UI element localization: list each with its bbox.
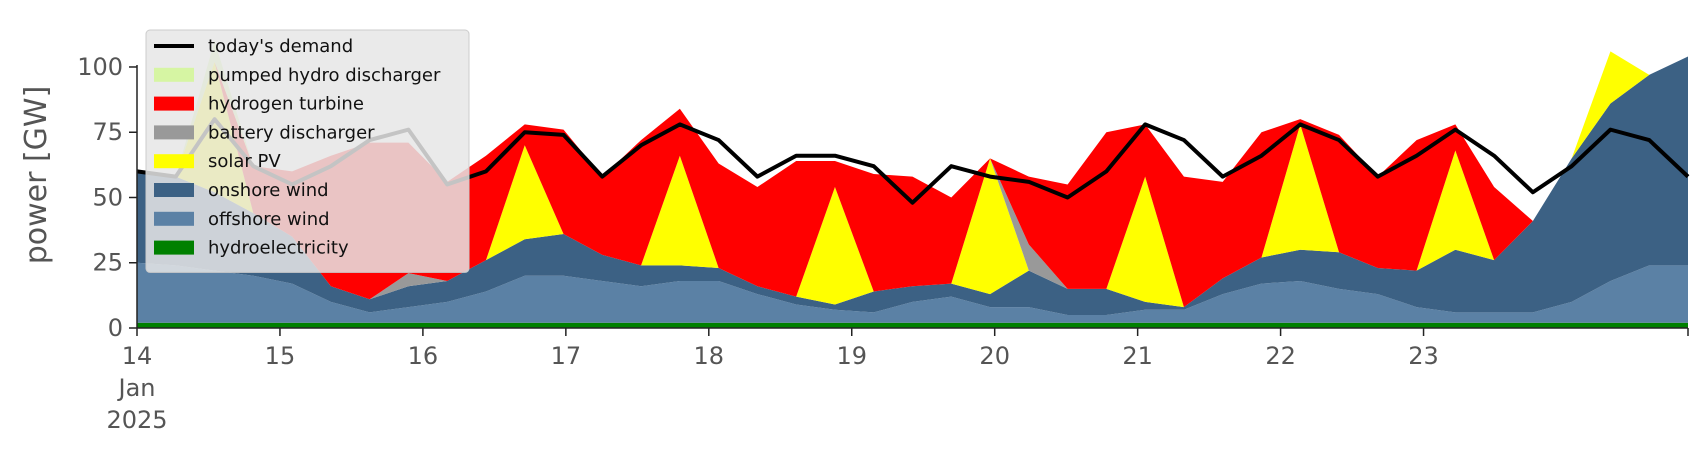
area-onshore-wind: [137, 56, 1688, 315]
area-hydrogen-turbine: [137, 51, 1688, 308]
legend-label-pumped-hydro-discharger: pumped hydro discharger: [208, 65, 441, 86]
x-tick-label: 15: [265, 342, 296, 370]
legend-swatch-offshore-wind: [154, 211, 194, 226]
y-tick-label: 75: [92, 118, 123, 146]
x-tick-sublabel: 2025: [106, 406, 167, 434]
x-tick-label: 19: [836, 342, 867, 370]
legend-label-hydrogen-turbine: hydrogen turbine: [208, 94, 364, 115]
legend-swatch-battery-discharger: [154, 125, 194, 140]
x-tick-label: 22: [1265, 342, 1296, 370]
legend-label-offshore-wind: offshore wind: [208, 209, 330, 230]
x-tick-label: 21: [1122, 342, 1153, 370]
x-tick-label: 20: [979, 342, 1010, 370]
x-tick-label: 14: [122, 342, 153, 370]
legend-swatch-hydrogen-turbine: [154, 96, 194, 111]
y-tick-label: 50: [92, 183, 123, 211]
legend-swatch-pumped-hydro-discharger: [154, 67, 194, 82]
area-solar-pv: [137, 51, 1688, 308]
legend-label-battery-discharger: battery discharger: [208, 122, 375, 143]
y-axis-title: power [GW]: [19, 86, 54, 265]
y-tick-label: 25: [92, 249, 123, 277]
legend-swatch-onshore-wind: [154, 183, 194, 197]
legend-swatch-hydroelectricity: [154, 240, 194, 255]
legend-label-hydroelectricity: hydroelectricity: [208, 238, 349, 259]
area-offshore-wind: [137, 262, 1688, 323]
area-hydroelectricity: [137, 322, 1688, 328]
x-tick-label: 23: [1408, 342, 1439, 370]
y-tick-label: 100: [77, 53, 123, 81]
axes: 0 25 50 75 100 14 Jan 2025 15 16 17 18 19 20 21 22 23: [77, 53, 1689, 434]
legend-label-today-s-demand: today's demand: [208, 36, 353, 57]
legend-swatch-solar-pv: [154, 154, 194, 169]
x-tick-label: 16: [408, 342, 439, 370]
y-tick-label: 0: [108, 314, 123, 342]
x-tick-label: 17: [551, 342, 582, 370]
x-tick-label: 18: [694, 342, 725, 370]
legend-label-onshore-wind: onshore wind: [208, 180, 329, 201]
x-tick-sublabel: Jan: [117, 374, 156, 402]
legend-box: [145, 29, 470, 273]
stacked-areas: [137, 40, 1688, 328]
legend: today's demand pumped hydro discharger hyd…: [145, 29, 470, 273]
legend-label-solar-pv: solar PV: [208, 151, 281, 172]
